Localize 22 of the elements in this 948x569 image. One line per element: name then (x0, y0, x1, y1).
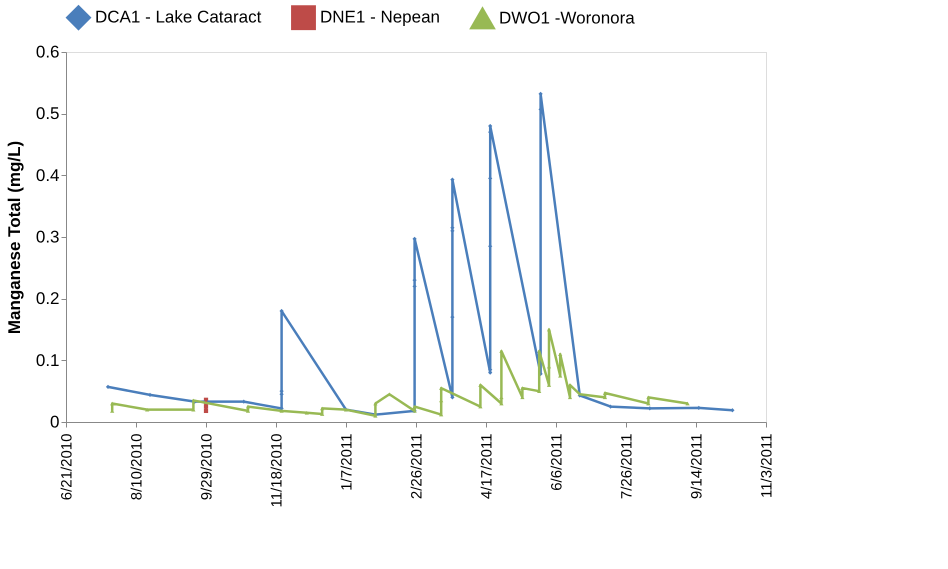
x-tick-label: 6/6/2011 (548, 434, 566, 491)
y-tick-label: 0.2 (36, 289, 60, 308)
x-tick-label: 11/18/2010 (268, 434, 286, 508)
y-tick-label: 0.6 (36, 42, 60, 62)
x-tick-label: 9/29/2010 (198, 434, 216, 500)
x-tick-label: 6/21/2010 (58, 434, 76, 500)
x-tick-label: 1/7/2011 (338, 434, 356, 491)
y-tick-label: 0.3 (36, 228, 60, 246)
x-tick-label: 8/10/2010 (128, 434, 146, 500)
legend-label: DCA1 - Lake Cataract (95, 8, 262, 27)
y-axis-title: Manganese Total (mg/L) (4, 140, 24, 334)
y-tick-label: 0.1 (36, 350, 60, 370)
x-tick-label: 9/14/2011 (688, 434, 706, 500)
x-tick-label: 7/26/2011 (618, 434, 636, 500)
x-tick-label: 4/17/2011 (478, 434, 496, 500)
x-tick-label: 11/3/2011 (758, 434, 776, 498)
y-tick-label: 0 (50, 412, 60, 432)
y-tick-label: 0.5 (36, 104, 60, 124)
x-tick-label: 2/26/2011 (408, 434, 426, 500)
legend-label: DNE1 - Nepean (320, 8, 440, 27)
legend-label: DWO1 -Woronora (499, 8, 636, 28)
y-tick-label: 0.4 (36, 166, 60, 185)
